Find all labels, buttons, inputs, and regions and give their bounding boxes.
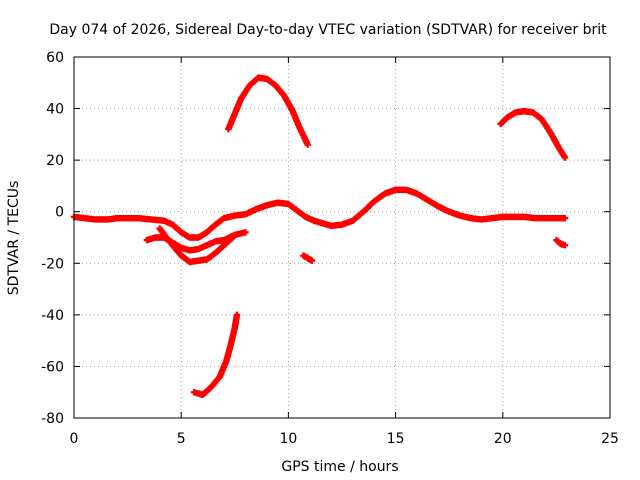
series-arc-dip-lower bbox=[156, 225, 236, 266]
series-segment-short-noon bbox=[300, 252, 316, 264]
series-segment-short-evening bbox=[553, 236, 569, 249]
y-tick-label: 40 bbox=[46, 102, 64, 118]
y-tick-label: 0 bbox=[55, 205, 64, 221]
plot-frame bbox=[73, 56, 611, 419]
data-point bbox=[229, 234, 236, 241]
series-arc-high-morning bbox=[225, 74, 311, 148]
data-point bbox=[233, 311, 241, 319]
x-tick-label: 10 bbox=[279, 431, 297, 447]
y-tick-label: -40 bbox=[41, 308, 64, 324]
y-tick-label: -80 bbox=[41, 411, 64, 427]
x-tick-label: 5 bbox=[177, 431, 186, 447]
x-tick-label: 20 bbox=[494, 431, 512, 447]
data-point bbox=[304, 141, 311, 148]
x-tick-label: 25 bbox=[601, 431, 619, 447]
data-point bbox=[561, 154, 569, 161]
y-tick-label: 20 bbox=[46, 153, 64, 169]
data-point bbox=[561, 242, 569, 249]
data-point bbox=[561, 214, 569, 222]
data-layer bbox=[70, 74, 569, 398]
series-arc-deep-low bbox=[190, 311, 241, 398]
grid-layer bbox=[74, 57, 610, 418]
series-arc-main-baseline bbox=[70, 186, 569, 241]
y-tick-label: 60 bbox=[46, 50, 64, 66]
y-tick-label: -60 bbox=[41, 359, 64, 375]
x-tick-label: 15 bbox=[387, 431, 405, 447]
data-point bbox=[242, 229, 249, 236]
y-tick-label: -20 bbox=[41, 256, 64, 272]
y-axis-title: SDTVAR / TECUs bbox=[6, 181, 22, 296]
x-axis-title: GPS time / hours bbox=[281, 459, 398, 475]
data-point bbox=[308, 257, 316, 264]
x-tick-label: 0 bbox=[70, 431, 79, 447]
series-arc-high-evening bbox=[497, 107, 569, 161]
chart-title: Day 074 of 2026, Sidereal Day-to-day VTE… bbox=[49, 22, 607, 38]
tick-layer: 0 5 10 15 20 25 -80 -60 -40 -20 0 20 40 60 bbox=[41, 50, 619, 447]
